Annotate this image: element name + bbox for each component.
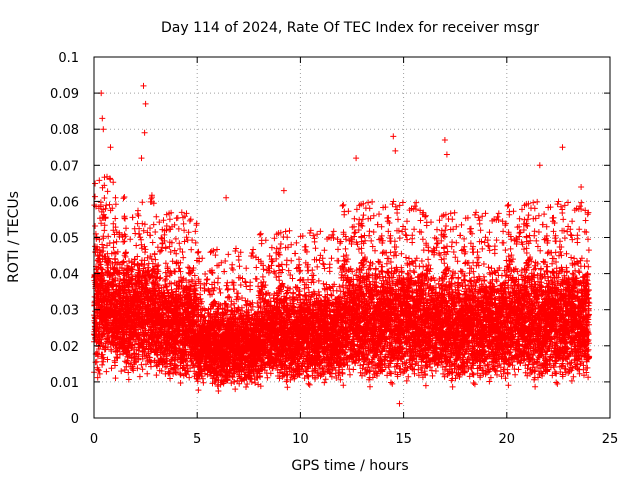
y-tick-labels: 0 0.01 0.02 0.03 0.04 0.05 0.06 0.07 0.08 0.09 0.1 — [50, 51, 79, 427]
y-tick-label: 0.07 — [50, 159, 79, 174]
y-tick-label: 0.08 — [50, 123, 79, 138]
x-tick-labels: 0 5 10 15 20 25 — [90, 432, 618, 447]
y-tick-label: 0.1 — [58, 51, 79, 66]
x-axis-label: GPS time / hours — [291, 458, 408, 474]
axis-ticks — [93, 56, 611, 419]
y-tick-label: 0.09 — [50, 87, 79, 102]
y-tick-label: 0.04 — [50, 268, 79, 283]
x-tick-label: 0 — [90, 432, 98, 447]
y-tick-label: 0.02 — [50, 340, 79, 355]
scatter-markers — [91, 82, 593, 407]
y-tick-label: 0.05 — [50, 232, 79, 247]
x-tick-label: 20 — [499, 432, 516, 447]
chart-title: Day 114 of 2024, Rate Of TEC Index for r… — [161, 20, 539, 36]
x-tick-label: 15 — [395, 432, 412, 447]
y-tick-label: 0.03 — [50, 304, 79, 319]
y-tick-label: 0 — [71, 412, 79, 427]
y-tick-label: 0.06 — [50, 195, 79, 210]
x-tick-label: 10 — [292, 432, 309, 447]
x-tick-label: 5 — [193, 432, 201, 447]
y-axis-label: ROTI / TECUs — [6, 191, 22, 283]
x-tick-label: 25 — [602, 432, 619, 447]
y-tick-label: 0.01 — [50, 376, 79, 391]
data-points — [91, 82, 593, 407]
